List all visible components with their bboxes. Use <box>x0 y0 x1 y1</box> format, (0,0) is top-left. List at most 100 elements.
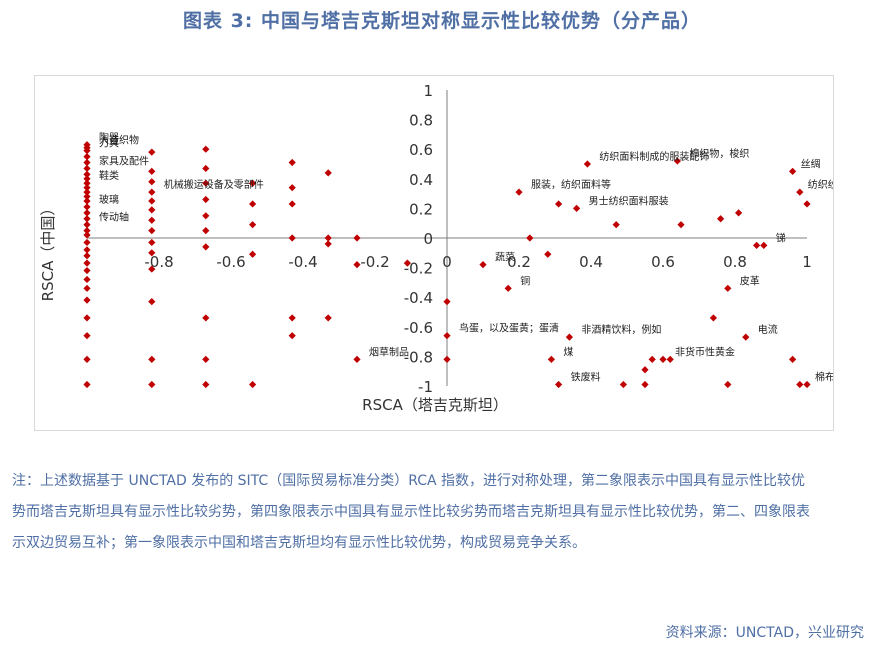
point-annotation: 纺织面料制成的服装配饰 <box>599 150 709 163</box>
data-point <box>619 380 627 389</box>
data-point <box>202 212 210 220</box>
data-point <box>83 188 91 196</box>
point-annotation: 纺织纱线 <box>808 178 833 191</box>
data-point <box>202 380 210 389</box>
data-point <box>288 314 296 322</box>
y-axis-label: RSCA（中国） <box>39 201 57 302</box>
data-point <box>677 221 685 229</box>
data-point <box>249 380 257 389</box>
data-point <box>515 188 523 196</box>
data-point <box>83 266 91 275</box>
point-annotation: 非酒精饮料，例如 <box>581 323 661 336</box>
x-tick-label: 0.4 <box>579 253 603 271</box>
data-point <box>202 227 210 235</box>
data-point <box>724 380 732 389</box>
data-point <box>249 200 257 208</box>
point-annotation: 家具及配件 <box>99 154 149 167</box>
point-annotation: 男士纺织面料服装 <box>589 194 669 207</box>
data-point <box>583 160 591 168</box>
data-point <box>789 355 797 363</box>
data-point <box>324 234 332 242</box>
point-annotation: 棉布 <box>815 371 833 384</box>
point-annotation: 铜 <box>520 275 530 287</box>
data-point <box>148 355 156 363</box>
data-point <box>288 234 296 242</box>
data-point <box>443 332 451 340</box>
source-credit: 资料来源：UNCTAD，兴业研究 <box>665 625 864 641</box>
data-point <box>324 240 332 248</box>
data-point <box>83 153 91 161</box>
data-point <box>148 167 156 175</box>
data-point <box>648 355 656 363</box>
data-point <box>249 179 257 187</box>
data-point <box>479 261 487 269</box>
point-annotation: 烟草制品 <box>369 345 409 358</box>
figure-title: 图表 3: 中国与塔吉克斯坦对称显示性比较优势（分产品） <box>182 10 702 32</box>
data-point <box>288 332 296 340</box>
data-point <box>547 355 555 363</box>
data-point <box>202 145 210 153</box>
data-point <box>83 355 91 363</box>
data-point <box>735 209 743 217</box>
data-point <box>83 184 91 192</box>
data-point <box>753 241 761 249</box>
data-point <box>288 200 296 208</box>
point-annotation: 机械搬运设备及零部件 <box>164 178 264 191</box>
data-point <box>353 234 361 242</box>
data-point <box>83 275 91 284</box>
data-point <box>83 158 91 167</box>
data-point <box>324 169 332 177</box>
chart-frame: -0.8 -0.6 -0.4 -0.2 0 0.2 0.4 0.6 0.8 1 1 0.8 0.6 0.4… <box>34 75 848 431</box>
x-axis-label: RSCA（塔吉克斯坦） <box>362 396 508 414</box>
point-annotation: 传动轴 <box>99 211 129 224</box>
data-point <box>324 314 332 322</box>
point-annotation: 锑 <box>776 231 786 244</box>
data-point <box>709 314 717 322</box>
data-point <box>796 188 804 196</box>
x-tick-label: 0.8 <box>723 253 747 271</box>
point-annotation: 人造织物 <box>99 134 139 147</box>
data-point <box>565 333 573 341</box>
data-point <box>83 252 91 260</box>
data-point <box>666 355 674 363</box>
data-point <box>202 243 210 251</box>
data-points <box>83 141 811 389</box>
y-tick-label: -0.4 <box>404 289 433 307</box>
data-point <box>641 380 649 389</box>
y-tick-label: -1 <box>418 378 433 396</box>
point-annotation: 丝绸 <box>801 157 821 170</box>
data-point <box>717 215 725 223</box>
y-tick-label: 0.8 <box>409 112 433 130</box>
data-point <box>148 238 156 247</box>
data-point <box>202 314 210 322</box>
point-annotation: 鸟蛋，以及蛋黄；蛋清 <box>459 322 559 335</box>
point-annotation: 棉织物，梭织 <box>689 147 749 160</box>
data-point <box>202 355 210 363</box>
data-point <box>249 221 257 229</box>
y-tick-label: 1 <box>423 82 433 100</box>
x-tick-label: -0.4 <box>288 253 317 271</box>
data-point <box>555 380 563 389</box>
y-tick-label: 0.2 <box>409 200 433 218</box>
y-tick-label: 0.4 <box>409 171 433 189</box>
data-point <box>526 234 534 242</box>
data-point <box>803 380 811 389</box>
point-annotation: 非货币性黄金 <box>675 345 735 358</box>
data-point <box>83 179 91 187</box>
data-point <box>796 380 804 389</box>
point-annotation: 煤 <box>563 345 573 358</box>
data-point <box>83 147 91 155</box>
data-point <box>504 284 512 292</box>
data-point <box>573 204 581 212</box>
data-point <box>202 164 210 173</box>
x-tick-label: -0.2 <box>360 253 389 271</box>
y-tick-label: -0.2 <box>404 260 433 278</box>
data-point <box>148 148 156 156</box>
point-annotation: 皮革 <box>740 274 760 287</box>
tick-labels: -0.8 -0.6 -0.4 -0.2 0 0.2 0.4 0.6 0.8 1 1 0.8 0.6 0.4… <box>144 82 811 396</box>
data-point <box>288 184 296 192</box>
data-point <box>641 366 649 374</box>
data-point <box>148 188 156 196</box>
x-tick-label: 0.2 <box>507 253 531 271</box>
point-annotation: 蔬菜 <box>495 252 515 264</box>
